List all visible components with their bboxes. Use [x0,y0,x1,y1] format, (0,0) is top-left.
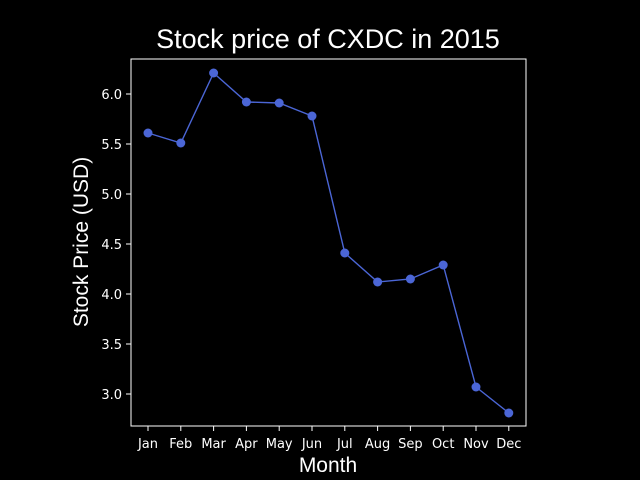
x-tick-label: Jul [336,437,353,452]
data-point [307,111,317,121]
x-tick-label: May [266,437,293,452]
data-point [405,274,415,284]
x-tick-label: Sep [398,437,423,452]
data-point [340,248,350,258]
data-point [373,277,383,287]
x-tick-label: Mar [201,437,226,452]
data-point [438,260,448,270]
y-tick-label: 5.5 [101,138,122,153]
data-point [176,138,186,148]
x-tick-label: Aug [365,437,390,452]
data-point [504,408,514,418]
y-axis: 3.0 3.5 4.0 4.5 5.0 5.5 6.0 [101,88,131,403]
y-tick-label: 4.0 [101,288,122,303]
x-tick-label: Oct [432,437,454,452]
plot-area-frame [130,58,527,427]
y-tick-label: 6.0 [101,88,122,103]
data-point [241,97,251,107]
chart-title: Stock price of CXDC in 2015 [156,24,500,54]
series-line [147,71,510,414]
x-tick-label: Nov [463,437,489,452]
y-tick-label: 5.0 [101,188,122,203]
x-axis-label: Month [299,454,357,477]
x-tick-label: Jun [301,437,322,452]
x-tick-label: Jan [137,437,158,452]
x-tick-label: Dec [496,437,521,452]
x-tick-label: Apr [235,437,258,452]
x-axis: Jan Feb Mar Apr May Jun Jul Aug Sep Oct Nov Dec [137,426,521,452]
x-tick-label: Feb [169,437,192,452]
y-tick-label: 4.5 [101,238,122,253]
series-markers [143,68,514,418]
y-axis-label: Stock Price (USD) [70,157,93,327]
data-point [143,128,153,138]
y-tick-label: 3.0 [101,388,122,403]
data-point [274,98,284,108]
data-point [209,68,219,78]
data-point [471,382,481,392]
y-tick-label: 3.5 [101,338,122,353]
